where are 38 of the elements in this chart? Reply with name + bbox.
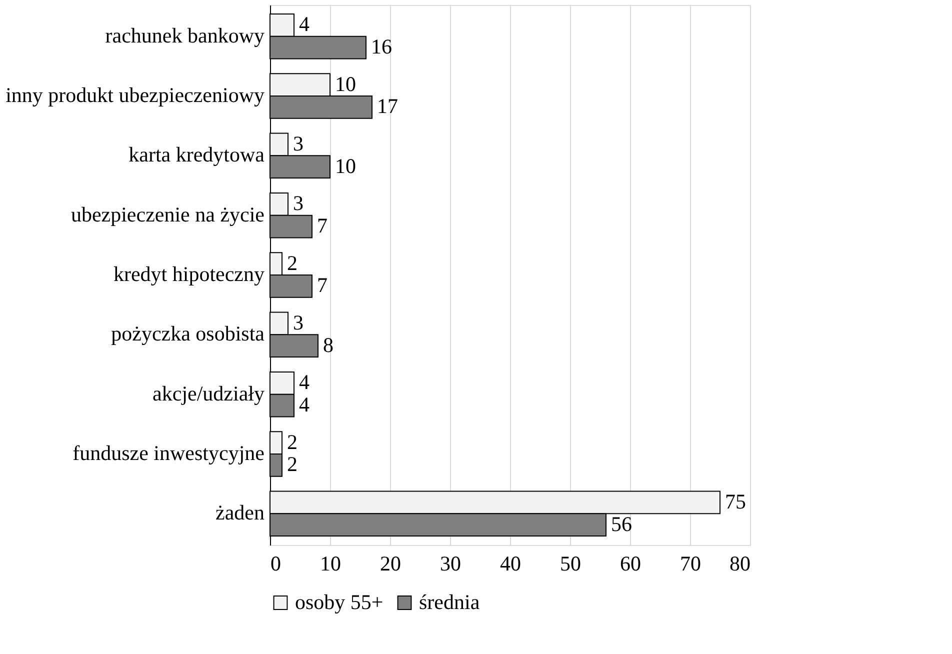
x-tick-label: 0 (270, 552, 281, 576)
data-label: 4 (299, 370, 310, 394)
y-tick-label: kredyt hipoteczny (113, 262, 265, 286)
x-tick-label: 40 (500, 552, 521, 576)
x-tick-label: 10 (320, 552, 341, 576)
data-label: 75 (725, 489, 746, 514)
data-label: 3 (293, 310, 304, 334)
x-tick-label: 80 (730, 552, 750, 576)
data-label: 4 (299, 392, 310, 417)
y-tick-label: pożyczka osobista (111, 322, 266, 346)
data-label: 4 (299, 12, 310, 36)
data-label: 56 (611, 512, 632, 536)
data-label: 2 (287, 430, 298, 454)
data-label: 10 (335, 72, 356, 96)
data-label: 3 (293, 131, 304, 156)
x-tick-label: 50 (560, 552, 581, 576)
y-tick-label: żaden (216, 500, 265, 525)
legend-label: osoby 55+ (295, 590, 384, 614)
data-label: 10 (335, 154, 356, 178)
y-tick-label: fundusze inwestycyjne (72, 441, 264, 466)
y-tick-label: ubezpieczenie na życie (70, 202, 264, 226)
data-label: 7 (317, 273, 328, 298)
data-label: 17 (377, 94, 398, 118)
x-tick-label: 60 (620, 552, 641, 576)
data-label: 2 (287, 452, 298, 476)
x-tick-label: 70 (680, 552, 701, 576)
data-label: 8 (323, 332, 334, 357)
data-label: 2 (287, 250, 298, 275)
x-tick-label: 20 (380, 552, 401, 576)
data-label: 7 (317, 214, 328, 238)
legend-label: średnia (419, 590, 480, 614)
y-tick-label: karta kredytowa (128, 142, 266, 167)
y-tick-label: inny produkt ubezpieczeniowy (6, 82, 265, 107)
data-label: 3 (293, 191, 304, 216)
data-label: 16 (371, 34, 392, 59)
y-tick-label: akcje/udziały (152, 381, 265, 406)
y-tick-label: rachunek bankowy (105, 23, 265, 48)
x-tick-label: 30 (440, 552, 461, 576)
